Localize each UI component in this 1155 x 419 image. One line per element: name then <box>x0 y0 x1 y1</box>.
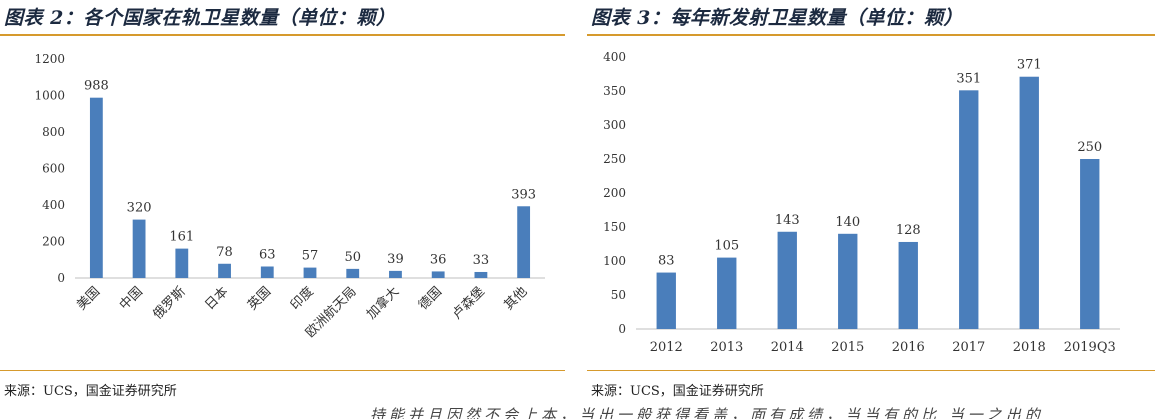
x-tick-label: 2012 <box>650 340 683 355</box>
x-tick-label: 美国 <box>74 284 103 313</box>
bar <box>959 90 979 329</box>
y-tick-label: 400 <box>603 50 626 64</box>
bar <box>1019 76 1039 329</box>
y-tick-label: 0 <box>57 271 65 285</box>
bar <box>898 241 918 329</box>
bar <box>1080 159 1100 329</box>
bar <box>431 271 445 278</box>
source-divider <box>0 370 565 371</box>
x-tick-label: 2018 <box>1013 340 1046 355</box>
bar-chart-countries: 0 200 400 600 800 1000 1200 988 美国 320 中国 161 俄罗斯 78 日… <box>34 52 545 341</box>
chart-title: 图表 2：各个国家在轨卫星数量（单位：颗） <box>4 7 396 29</box>
x-tick-label: 2016 <box>892 340 925 355</box>
title-divider <box>0 34 565 36</box>
y-tick-label: 800 <box>42 125 65 139</box>
y-tick-label: 1000 <box>34 89 65 103</box>
data-label: 988 <box>84 79 109 94</box>
chart-title: 图表 3：每年新发射卫星数量（单位：颗） <box>591 7 963 29</box>
x-tick-label: 加拿大 <box>363 284 402 323</box>
data-label: 351 <box>956 71 981 86</box>
x-tick-label: 2014 <box>771 340 804 355</box>
bar <box>218 263 231 278</box>
bar <box>474 271 488 278</box>
y-tick-label: 100 <box>603 254 626 268</box>
x-tick-label: 中国 <box>117 284 146 313</box>
chart-panel-right: 图表 3：每年新发射卫星数量（单位：颗） 0 50 100 150 200 250 300 3… <box>587 0 1155 419</box>
x-tick-label: 德国 <box>416 284 445 313</box>
y-tick-label: 250 <box>603 152 626 166</box>
y-tick-label: 1200 <box>34 52 65 66</box>
bar <box>838 233 858 329</box>
data-label: 78 <box>216 245 233 260</box>
y-tick-label: 0 <box>618 322 626 336</box>
chart-source: 来源：UCS，国金证券研究所 <box>4 384 177 399</box>
data-label: 50 <box>344 250 361 265</box>
bar <box>389 270 402 278</box>
bar <box>717 257 737 329</box>
x-tick-label: 其他 <box>501 284 530 313</box>
data-label: 39 <box>387 252 404 267</box>
y-tick-label: 600 <box>42 162 65 176</box>
chart-source: 来源：UCS，国金证券研究所 <box>591 384 764 399</box>
data-label: 393 <box>511 187 536 202</box>
x-tick-label: 俄罗斯 <box>150 284 188 322</box>
bar <box>777 231 797 329</box>
x-tick-label: 2019Q3 <box>1064 340 1116 355</box>
y-tick-label: 200 <box>42 235 65 249</box>
source-divider <box>587 370 1155 371</box>
y-tick-label: 200 <box>603 186 626 200</box>
y-tick-label: 300 <box>603 118 626 132</box>
x-tick-label: 英国 <box>245 284 274 313</box>
footer-text: 持能并且因然不会上本，当出一般获得看盖，面有成绩，当当有的比 当一之出的 <box>370 406 1044 419</box>
x-tick-label: 2015 <box>831 340 864 355</box>
x-tick-label: 日本 <box>202 284 231 313</box>
data-label: 371 <box>1017 58 1042 73</box>
x-tick-label: 2013 <box>710 340 743 355</box>
chart-panel-left: 图表 2：各个国家在轨卫星数量（单位：颗） 0 200 400 600 800 1000 1… <box>0 0 565 419</box>
bar <box>517 206 531 278</box>
bar <box>132 219 146 278</box>
bar <box>260 266 274 278</box>
data-label: 57 <box>302 249 319 264</box>
bar <box>346 268 360 278</box>
x-tick-label: 2017 <box>952 340 985 355</box>
bar <box>89 97 103 278</box>
data-label: 36 <box>430 252 447 267</box>
x-tick-label: 卢森堡 <box>449 284 488 323</box>
bar <box>303 267 317 278</box>
data-label: 63 <box>259 248 276 263</box>
bar <box>656 272 676 329</box>
y-tick-label: 350 <box>603 84 626 98</box>
data-label: 320 <box>127 201 152 216</box>
y-tick-label: 50 <box>611 288 626 302</box>
bar <box>175 248 189 278</box>
data-label: 140 <box>835 215 860 230</box>
data-label: 33 <box>473 253 490 268</box>
x-tick-label: 印度 <box>287 284 317 314</box>
data-label: 161 <box>169 230 194 245</box>
data-label: 250 <box>1077 140 1102 155</box>
data-label: 143 <box>775 213 800 228</box>
y-tick-label: 150 <box>603 220 626 234</box>
y-tick-label: 400 <box>42 198 65 212</box>
title-divider <box>587 34 1155 36</box>
data-label: 105 <box>714 239 739 254</box>
data-label: 128 <box>896 223 921 238</box>
data-label: 83 <box>658 254 675 269</box>
bar-chart-yearly-launches: 0 50 100 150 200 250 300 350 400 83 2012 105 2013 143… <box>603 50 1120 355</box>
